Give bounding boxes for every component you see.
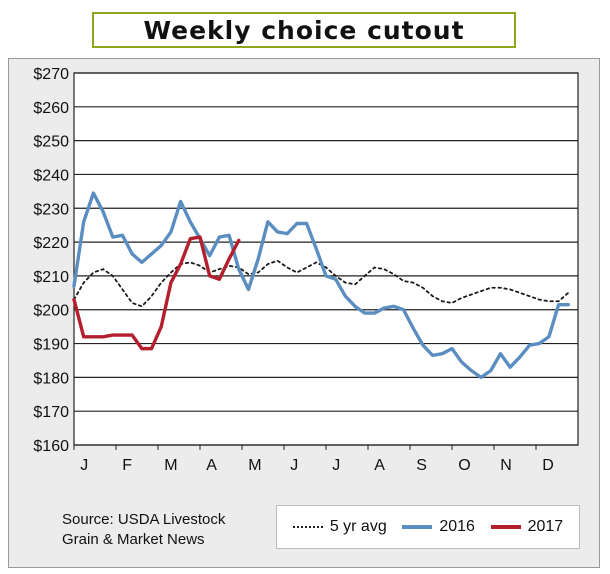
series-line-2017 bbox=[72, 235, 241, 351]
y-tick-label: $270 bbox=[33, 66, 69, 83]
legend-swatch bbox=[292, 526, 323, 528]
x-tick-label: A bbox=[206, 457, 217, 474]
y-tick-label: $230 bbox=[33, 201, 69, 218]
source-line-2: Grain & Market News bbox=[62, 531, 205, 548]
chart-title: Weekly choice cutout bbox=[143, 15, 465, 45]
y-tick-label: $220 bbox=[33, 235, 69, 252]
x-tick-label: M bbox=[164, 457, 177, 474]
y-tick-label: $260 bbox=[33, 100, 69, 117]
legend-label: 2017 bbox=[527, 518, 564, 535]
legend-swatch bbox=[402, 525, 433, 529]
series-line-2016 bbox=[72, 191, 571, 380]
x-tick-label: O bbox=[458, 457, 470, 474]
y-tick-label: $210 bbox=[33, 269, 69, 286]
legend-label: 5 yr avg bbox=[329, 518, 387, 535]
y-tick-label: $160 bbox=[33, 438, 69, 455]
y-tick-label: $190 bbox=[33, 337, 69, 354]
x-tick-label: S bbox=[416, 457, 427, 474]
legend-label: 2016 bbox=[439, 518, 475, 535]
x-tick-label: J bbox=[332, 457, 340, 474]
x-tick-label: F bbox=[122, 457, 132, 474]
x-tick-label: J bbox=[80, 457, 88, 474]
source-line-1: Source: USDA Livestock bbox=[62, 511, 226, 528]
y-tick-label: $240 bbox=[33, 167, 69, 184]
y-tick-label: $180 bbox=[33, 370, 69, 387]
legend-entry: 5 yr avg bbox=[292, 518, 387, 536]
x-tick-label: A bbox=[374, 457, 385, 474]
y-tick-label: $250 bbox=[33, 134, 69, 151]
x-tick-label: M bbox=[248, 457, 261, 474]
x-tick-label: D bbox=[542, 457, 554, 474]
legend: 5 yr avg 2016 2017 bbox=[276, 505, 580, 549]
legend-entry: 2017 bbox=[490, 518, 564, 536]
chart-title-box: Weekly choice cutout bbox=[92, 12, 516, 48]
y-tick-label: $200 bbox=[33, 303, 69, 320]
source-note: Source: USDA Livestock Grain & Market Ne… bbox=[62, 510, 225, 550]
legend-entry: 2016 bbox=[402, 518, 475, 536]
x-tick-label: J bbox=[290, 457, 298, 474]
x-tick-label: N bbox=[500, 457, 512, 474]
plot-area bbox=[73, 72, 579, 446]
legend-swatch bbox=[490, 525, 521, 529]
y-tick-label: $170 bbox=[33, 404, 69, 421]
